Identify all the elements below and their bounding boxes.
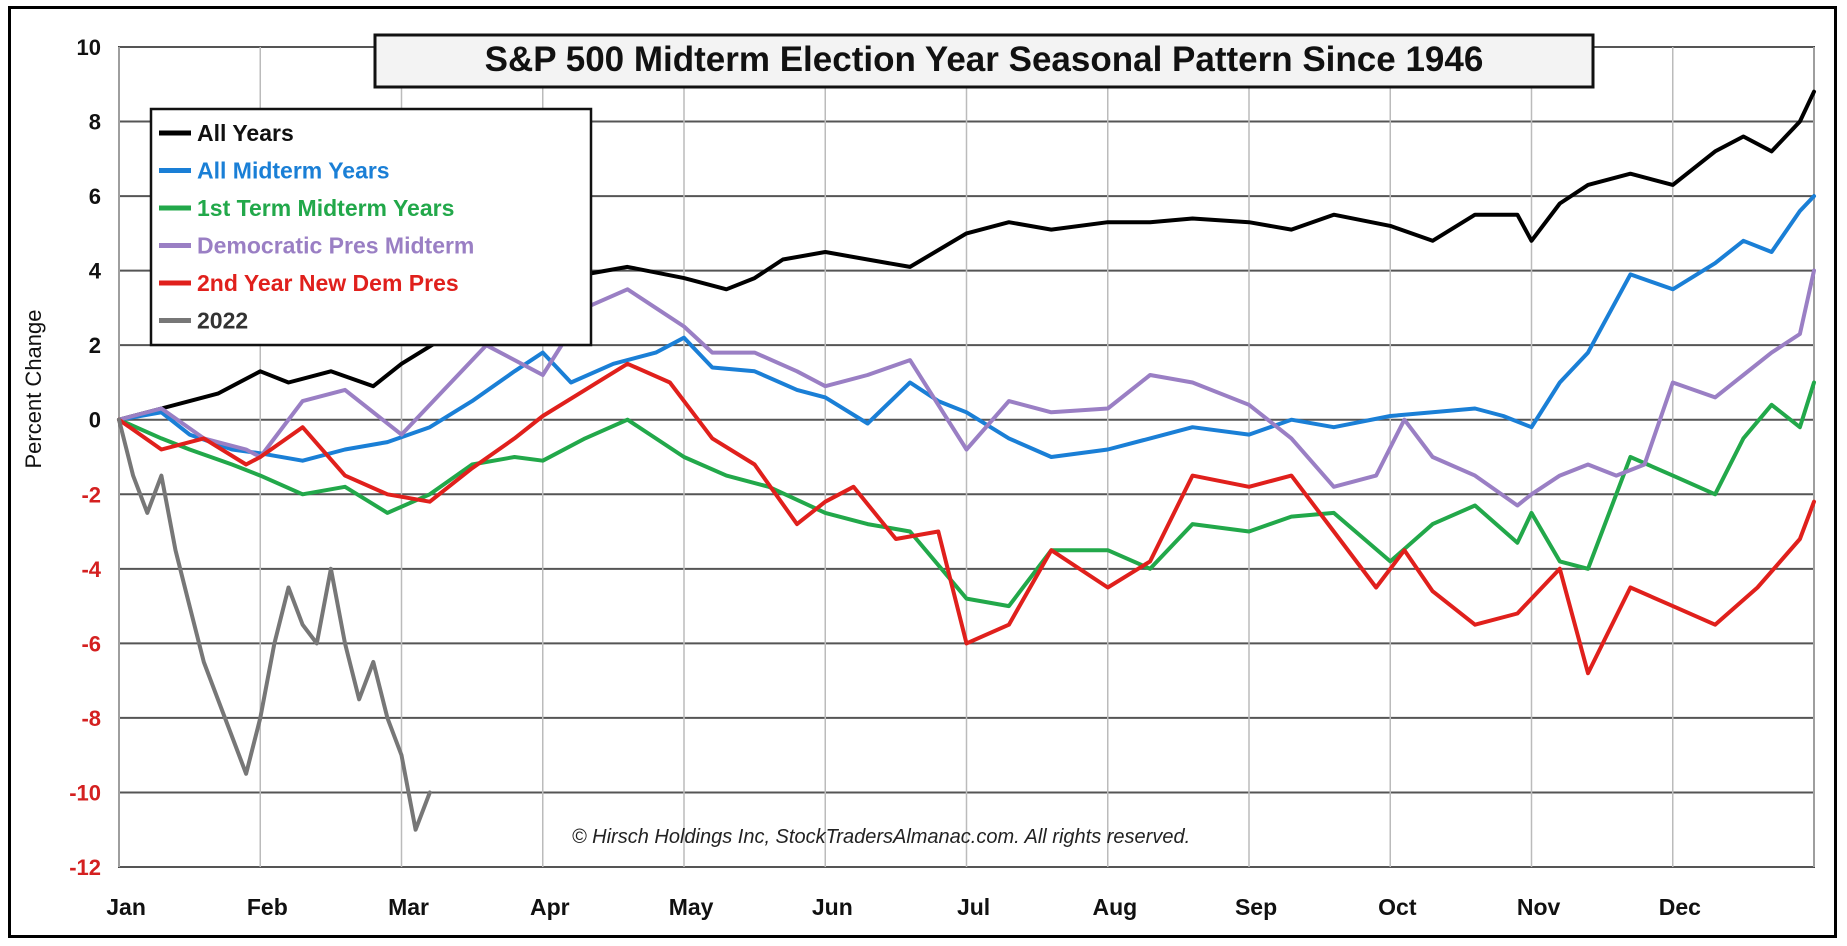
series-line-2022	[117, 417, 432, 832]
y-tick-label: 2	[89, 333, 101, 358]
x-tick-label: Jul	[957, 894, 990, 920]
legend-label: 2nd Year New Dem Pres	[197, 270, 459, 296]
x-tick-label: Sep	[1235, 894, 1277, 920]
chart-svg: 10 8 6 4 2 0 -2 -4 -6 -8 -10 -12 Jan Feb Mar Apr May Jun…	[21, 33, 1816, 920]
title-box: S&P 500 Midterm Election Year Seasonal P…	[373, 33, 1595, 89]
series-line-1st-term-midterm-years	[117, 380, 1816, 609]
y-tick-label: 0	[89, 408, 101, 433]
y-tick-label: 4	[89, 259, 102, 284]
legend-label: 1st Term Midterm Years	[197, 195, 454, 221]
y-tick-label: -12	[69, 855, 101, 880]
y-tick-label: -6	[81, 631, 101, 656]
legend-label: All Midterm Years	[197, 158, 390, 184]
y-tick-label: 10	[77, 35, 101, 60]
series-line-all-years	[117, 89, 1816, 422]
x-tick-label: Oct	[1378, 894, 1417, 920]
x-tick-label: Feb	[247, 894, 288, 920]
y-tick-label: -2	[81, 482, 101, 507]
x-tick-label: Apr	[530, 894, 570, 920]
x-tick-label: Jan	[106, 894, 146, 920]
x-tick-label: Mar	[388, 894, 429, 920]
chart-title: S&P 500 Midterm Election Year Seasonal P…	[485, 40, 1484, 79]
y-tick-label: -8	[81, 706, 101, 731]
x-tick-label: May	[669, 894, 714, 920]
legend-label: All Years	[197, 120, 294, 146]
legend-label: 2022	[197, 308, 248, 334]
copyright-note: © Hirsch Holdings Inc, StockTradersAlman…	[572, 826, 1190, 848]
y-tick-label: 8	[89, 110, 101, 135]
series-line-democratic-pres-midterm	[117, 268, 1816, 508]
x-tick-label: Aug	[1092, 894, 1137, 920]
x-tick-label: Jun	[812, 894, 853, 920]
x-tick-label: Nov	[1517, 894, 1561, 920]
y-tick-label: -4	[81, 557, 101, 582]
legend-box	[149, 107, 593, 347]
title-frame	[373, 33, 1595, 89]
series-group	[117, 89, 1816, 832]
legend-label: Democratic Pres Midterm	[197, 233, 474, 259]
y-tick-label: -10	[69, 780, 101, 805]
series-line-2nd-year-new-dem-pres	[117, 361, 1816, 676]
legend: All Years All Midterm Years 1st Term Midte…	[149, 107, 593, 347]
y-tick-label: 6	[89, 184, 101, 209]
x-tick-labels: Jan Feb Mar Apr May Jun Jul Aug Sep Oct Nov Dec	[106, 894, 1701, 920]
series-line-all-midterm-years	[117, 194, 1816, 463]
y-tick-labels: 10 8 6 4 2 0 -2 -4 -6 -8 -10 -12	[69, 35, 102, 880]
x-tick-label: Dec	[1659, 894, 1701, 920]
y-axis-label: Percent Change	[21, 310, 46, 469]
chart-container: 10 8 6 4 2 0 -2 -4 -6 -8 -10 -12 Jan Feb Mar Apr May Jun…	[8, 6, 1837, 938]
